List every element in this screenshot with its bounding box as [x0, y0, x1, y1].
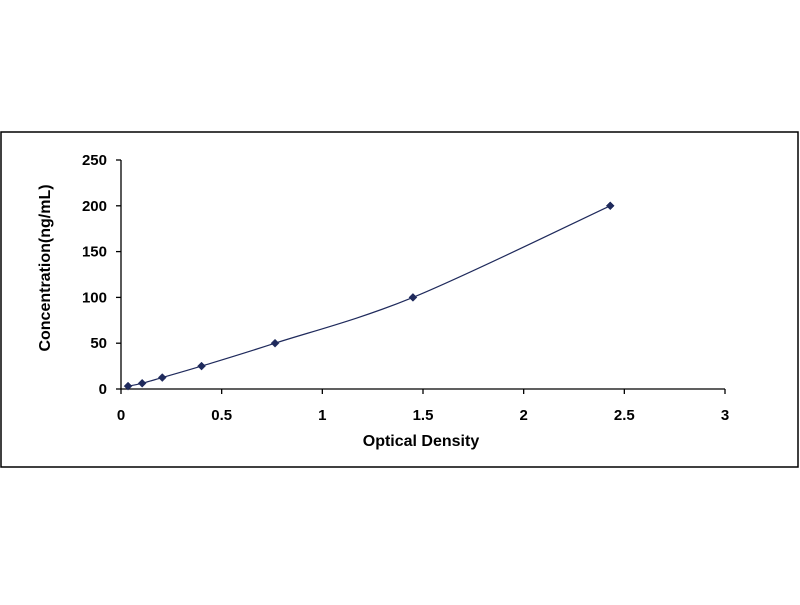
x-tick-label: 0: [117, 407, 125, 424]
x-tick-label: 1.5: [413, 407, 434, 424]
y-tick-label: 50: [90, 335, 107, 352]
y-axis-title: Concentration(ng/mL): [37, 184, 54, 351]
x-tick-label: 1: [318, 407, 326, 424]
plot-area: 0 50 100 150 200 250 0 0.5 1 1.5 2 2.5 3: [82, 152, 729, 424]
data-point: [408, 293, 418, 302]
data-point: [137, 378, 147, 388]
y-tick-label: 0: [99, 381, 107, 398]
data-point: [197, 361, 206, 371]
x-tick-label: 2: [519, 407, 527, 424]
y-tick-label: 150: [82, 244, 107, 261]
data-point: [605, 201, 615, 211]
x-tick-label: 0.5: [211, 407, 232, 424]
data-point: [123, 381, 133, 391]
data-point: [157, 373, 167, 382]
chart-frame: [0, 131, 799, 468]
x-tick-label: 3: [721, 407, 729, 424]
y-tick-label: 250: [82, 152, 107, 169]
x-axis-title: Optical Density: [363, 433, 480, 450]
x-tick-label: 2.5: [614, 407, 635, 424]
data-point: [270, 338, 280, 348]
y-tick-label: 200: [82, 198, 107, 215]
y-tick-label: 100: [82, 289, 107, 306]
